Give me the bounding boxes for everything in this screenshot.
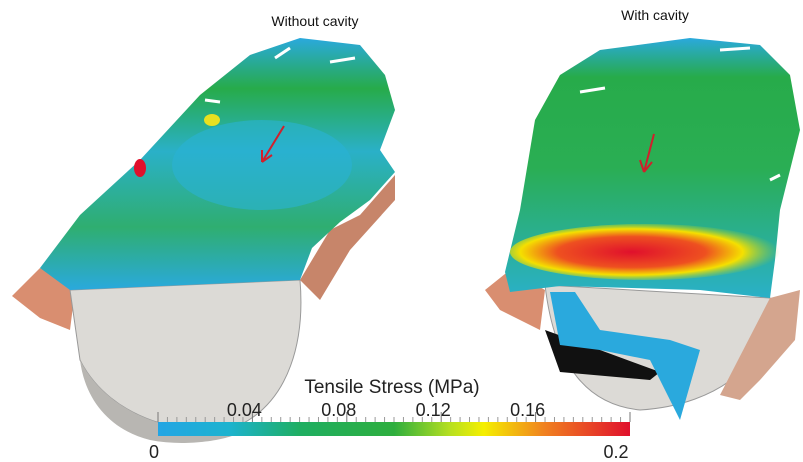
model-without-cavity [12,38,395,443]
tick-label: 0.08 [321,400,356,420]
panel-label: Without cavity [271,13,358,29]
tick-label: 0.2 [603,442,628,462]
panel-label: With cavity [621,7,689,23]
colorbar-title: Tensile Stress (MPa) [304,377,479,398]
tick-label: 0.12 [416,400,451,420]
tick-label: 0 [149,442,159,462]
model-with-cavity [485,38,800,420]
tick-label: 0.16 [510,400,545,420]
colorbar: Tensile Stress (MPa) [158,377,630,436]
colorbar-gradient [158,422,630,436]
tick-label: 0.04 [227,400,262,420]
